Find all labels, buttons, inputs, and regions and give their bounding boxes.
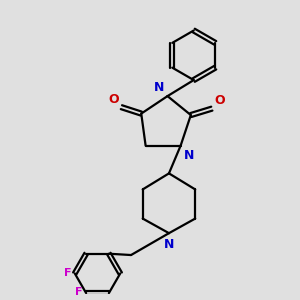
Text: N: N bbox=[154, 81, 164, 94]
Text: O: O bbox=[214, 94, 225, 107]
Text: N: N bbox=[184, 149, 194, 162]
Text: N: N bbox=[164, 238, 174, 251]
Text: F: F bbox=[64, 268, 71, 278]
Text: O: O bbox=[109, 93, 119, 106]
Text: F: F bbox=[75, 286, 82, 297]
